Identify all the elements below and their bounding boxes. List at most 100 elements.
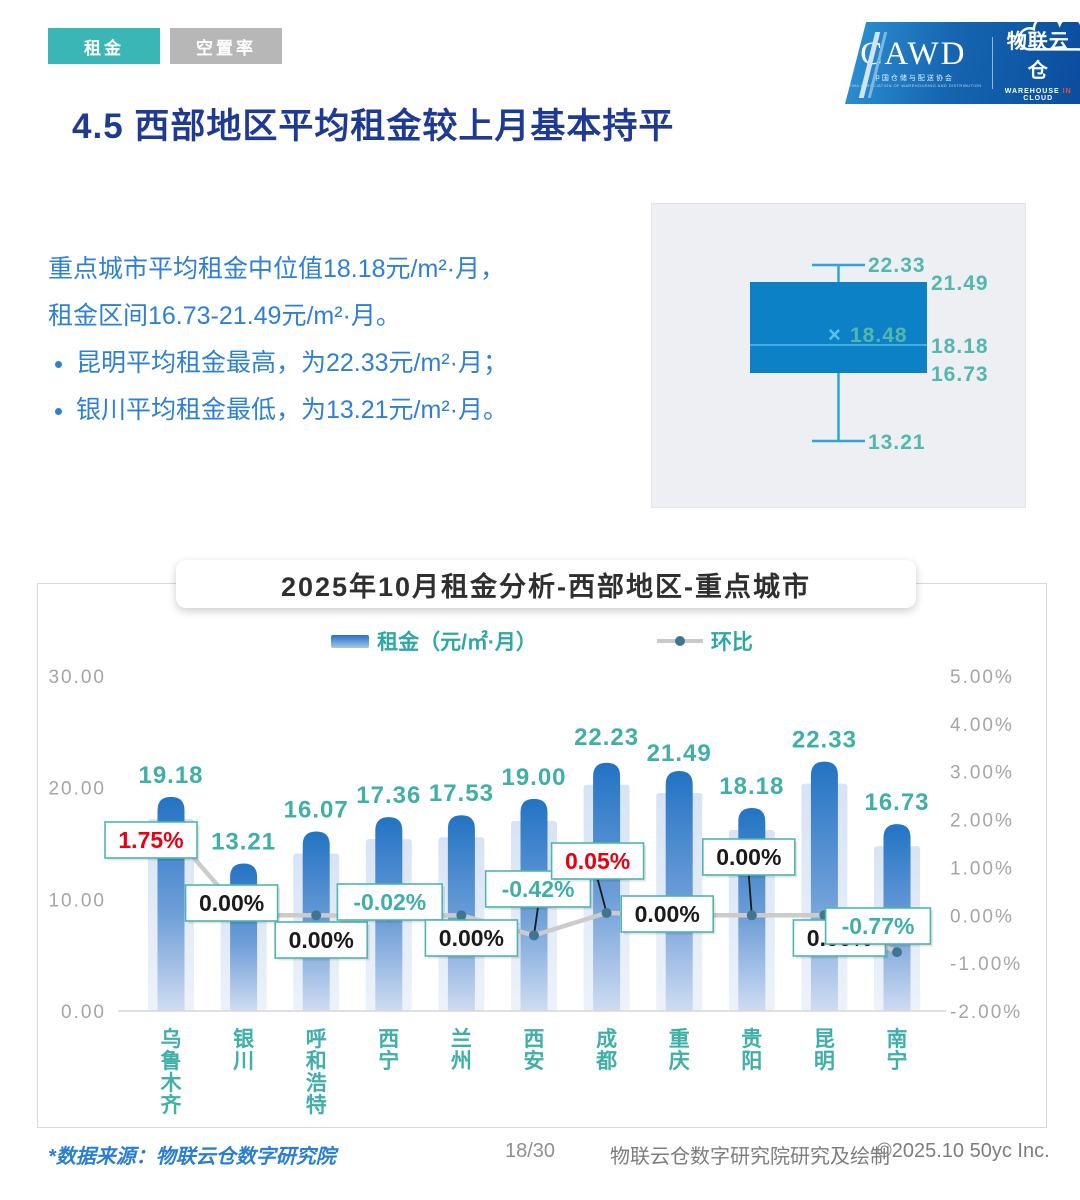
mom-callout	[336, 883, 443, 921]
rent-value-label: 22.23	[574, 724, 639, 751]
mom-callout-label: 0.00%	[199, 890, 264, 916]
mom-callout	[620, 895, 715, 933]
rent-value-label: 16.73	[864, 789, 929, 816]
mom-callout	[424, 919, 519, 957]
summary-bullet-1: 昆明平均租金最高，为22.33元/m²·月；	[76, 340, 648, 387]
max-label: 22.33	[868, 254, 926, 277]
mean-marker-icon: ×	[828, 322, 841, 347]
summary-bullets: 昆明平均租金最高，为22.33元/m²·月； 银川平均租金最低，为13.21元/…	[48, 340, 648, 434]
mom-line-dot	[601, 907, 612, 918]
x-axis-city-label: 银川	[232, 1028, 255, 1073]
legend-mom-label: 环比	[710, 631, 753, 654]
y-axis-tick: 0.00	[61, 1002, 106, 1023]
tab-rent[interactable]: 租金	[48, 28, 160, 64]
rent-value-label: 19.18	[138, 762, 203, 789]
mom-callout-label: 0.00%	[716, 844, 781, 870]
rent-bar	[810, 761, 838, 1011]
mom-callout-label: -0.77%	[842, 913, 915, 939]
secondary-y-axis-tick: 0.00%	[950, 906, 1014, 927]
rent-value-label: 18.18	[719, 773, 784, 800]
mom-callout-label: 0.00%	[439, 925, 504, 951]
rent-bar	[593, 762, 621, 1011]
mom-callout	[274, 921, 368, 959]
x-axis-city-label: 贵阳	[741, 1028, 762, 1073]
rent-value-label: 17.53	[429, 780, 494, 807]
box	[750, 282, 927, 373]
mom-callout-label: 0.00%	[635, 901, 700, 927]
secondary-y-axis-tick: -2.00%	[950, 1002, 1022, 1023]
x-axis-city-label: 重庆	[669, 1028, 690, 1073]
page-number: 18/30	[505, 1140, 556, 1162]
rent-value-label: 13.21	[211, 828, 276, 855]
rent-bar	[665, 771, 693, 1011]
y-axis-tick: 20.00	[48, 779, 106, 800]
brand-logo-text: 物联云仓	[1006, 30, 1070, 82]
legend-item-mom: 环比	[656, 626, 753, 656]
mom-line-dot	[311, 910, 322, 921]
mom-line-dot	[892, 947, 902, 958]
x-axis-city-label: 乌鲁木齐	[160, 1027, 183, 1117]
legend-item-rent: 租金（元/㎡·月）	[331, 626, 537, 656]
x-axis-city-label: 呼和浩特	[306, 1028, 327, 1117]
chart-title: 2025年10月租金分析-西部地区-重点城市	[280, 571, 812, 602]
rent-value-label: 16.07	[284, 797, 349, 824]
x-axis-city-label: 兰州	[451, 1027, 472, 1073]
brand-sub-word-3: CLOUD	[1023, 94, 1054, 102]
x-axis-city-label: 西宁	[378, 1028, 399, 1073]
logo-banner: CAWD 中国仓储与配送协会 CHINA ASSOCIATION OF WARE…	[845, 22, 1080, 104]
secondary-y-axis-tick: 3.00%	[950, 763, 1014, 784]
footer: *数据来源：物联云仓数字研究院 18/30 物联云仓数字研究院研究及绘制 ©20…	[0, 1140, 1080, 1170]
arrow-icon: ↗	[1061, 10, 1072, 26]
chart-legend: 租金（元/㎡·月） 环比	[38, 626, 1046, 656]
credit-note: 物联云仓数字研究院研究及绘制	[610, 1146, 890, 1168]
boxplot-chart: × 18.48 22.33 21.49 18.18 16.73 13.21	[750, 254, 989, 454]
callout-leader-line	[596, 878, 608, 914]
mom-callout	[104, 821, 198, 859]
callout-leader-line	[747, 874, 753, 916]
mom-line-dot	[456, 910, 467, 921]
line-legend-swatch-icon	[656, 636, 703, 646]
tab-rent-label: 租金	[84, 38, 124, 58]
mom-callout-label: 1.75%	[118, 827, 183, 853]
mean-label: 18.48	[850, 324, 908, 347]
rent-value-label: 22.33	[792, 727, 857, 754]
x-axis-city-label: 昆明	[814, 1028, 835, 1073]
min-label: 13.21	[868, 431, 926, 454]
logo-divider	[991, 37, 993, 89]
legend-rent-label: 租金（元/㎡·月）	[377, 631, 537, 654]
x-axis-city-label: 成都	[595, 1027, 617, 1073]
secondary-y-axis-tick: 1.00%	[950, 858, 1014, 879]
secondary-y-axis-tick: 5.00%	[950, 667, 1014, 688]
page-title: 4.5 西部地区平均租金较上月基本持平	[72, 107, 675, 146]
brand-logo: 物联云仓 ↗ WAREHOUSE IN CLOUD	[1002, 22, 1080, 102]
tab-vacancy-label: 空置率	[196, 38, 256, 58]
tab-vacancy[interactable]: 空置率	[170, 28, 282, 64]
y-axis-tick: 30.00	[48, 667, 106, 688]
mom-callout	[184, 884, 279, 922]
cawd-logo-subtitle-en: CHINA ASSOCIATION OF WAREHOUSING AND DIS…	[845, 83, 982, 88]
boxplot-panel: × 18.48 22.33 21.49 18.18 16.73 13.21	[651, 203, 1026, 508]
q1-label: 16.73	[931, 363, 989, 386]
summary-line-2: 租金区间16.73-21.49元/m²·月。	[48, 302, 401, 330]
mom-callout	[824, 907, 932, 945]
summary-block: 重点城市平均租金中位值18.18元/m²·月， 租金区间16.73-21.49元…	[48, 246, 648, 434]
secondary-y-axis-tick: -1.00%	[950, 954, 1022, 975]
mom-callout-label: 0.05%	[565, 848, 630, 874]
summary-bullet-2: 银川平均租金最低，为13.21元/m²·月。	[76, 387, 648, 434]
secondary-y-axis-tick: 2.00%	[950, 811, 1014, 832]
copyright-note: ©2025.10 50yc Inc.	[877, 1140, 1050, 1162]
q3-label: 21.49	[931, 272, 989, 295]
summary-line-1: 重点城市平均租金中位值18.18元/m²·月，	[48, 255, 505, 283]
brand-sub-word-1: WAREHOUSE	[1004, 87, 1060, 95]
brand-sub-word-2: IN	[1062, 87, 1072, 95]
chart-title-banner: 2025年10月租金分析-西部地区-重点城市	[176, 560, 916, 608]
y-axis-tick: 10.00	[48, 890, 106, 911]
rent-value-label: 17.36	[356, 782, 421, 809]
secondary-y-axis-tick: 4.00%	[950, 715, 1014, 736]
data-source-note: *数据来源：物联云仓数字研究院	[48, 1146, 336, 1168]
median-label: 18.18	[931, 335, 989, 358]
rent-value-label: 21.49	[647, 740, 712, 767]
mom-callout-label: -0.42%	[502, 876, 575, 902]
brand-logo-subtitle: WAREHOUSE IN CLOUD	[1002, 88, 1074, 102]
chart-panel: 租金（元/㎡·月） 环比 19.18 13.21 16.07 17.36 17.53 19…	[37, 583, 1047, 1128]
